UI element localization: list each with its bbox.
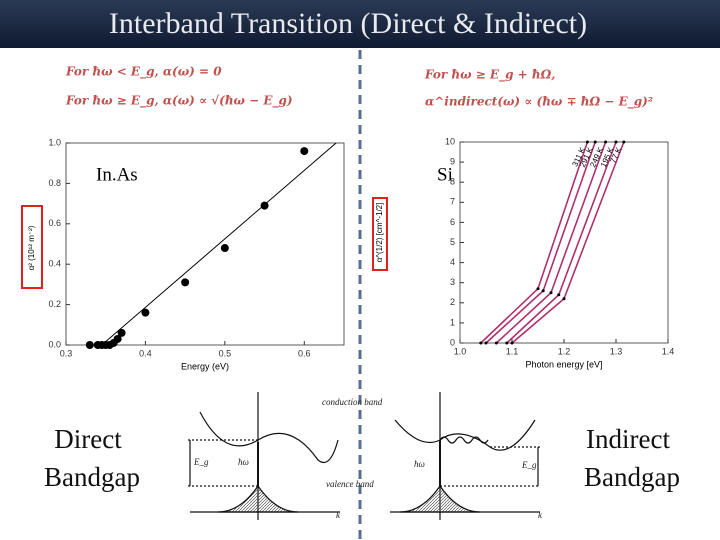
series-line bbox=[506, 141, 617, 344]
y-tick-label: 0 bbox=[450, 337, 455, 347]
data-point bbox=[117, 328, 126, 337]
data-point bbox=[260, 201, 269, 210]
data-point bbox=[541, 289, 545, 293]
plot-frame bbox=[65, 142, 345, 346]
data-point bbox=[622, 140, 626, 144]
header-bar bbox=[0, 0, 720, 48]
x-tick-label: 0.6 bbox=[298, 348, 311, 358]
y-tick-label: 6 bbox=[450, 217, 455, 227]
formula: For ħω ≥ E_g, α(ω) ∝ √(ħω − E_g) bbox=[65, 94, 293, 109]
diagram-label: E_g bbox=[193, 457, 209, 467]
y-tick-label: 7 bbox=[450, 197, 455, 207]
y-tick-label: 4 bbox=[450, 257, 455, 267]
diagram-label: ħω bbox=[414, 459, 425, 469]
data-point bbox=[300, 147, 309, 156]
data-point bbox=[479, 341, 483, 345]
plot-frame bbox=[459, 141, 669, 344]
material-label: In.As bbox=[96, 164, 138, 185]
y-axis-label: α^(1/2) [cm^-1/2] bbox=[375, 203, 384, 263]
diagram-label: ħω bbox=[238, 457, 249, 467]
data-point bbox=[549, 291, 553, 295]
diagram-label: k bbox=[538, 510, 543, 520]
y-tick-label: 2 bbox=[450, 297, 455, 307]
y-tick-label: 0.2 bbox=[48, 299, 61, 309]
formula: α^indirect(ω) ∝ (ħω ∓ ħΩ − E_g)² bbox=[425, 95, 653, 110]
data-point bbox=[494, 341, 498, 345]
diagram-label: conduction band bbox=[322, 397, 383, 407]
x-axis-label: Photon energy [eV] bbox=[525, 359, 602, 369]
data-point bbox=[557, 293, 561, 297]
trend-line bbox=[101, 142, 337, 346]
data-point bbox=[614, 140, 618, 144]
data-point bbox=[593, 140, 597, 144]
bandgap-label: Indirect bbox=[586, 424, 670, 454]
y-tick-label: 9 bbox=[450, 156, 455, 166]
data-point bbox=[141, 308, 150, 317]
highlight-box bbox=[21, 205, 43, 289]
y-tick-label: 10 bbox=[445, 136, 455, 146]
x-tick-label: 1.0 bbox=[454, 346, 467, 356]
x-tick-label: 1.1 bbox=[506, 346, 519, 356]
x-tick-label: 1.4 bbox=[662, 346, 675, 356]
diagram-label: E_g bbox=[521, 460, 537, 470]
band-diagram bbox=[188, 392, 540, 520]
y-tick-label: 0.0 bbox=[48, 339, 61, 349]
data-point bbox=[220, 244, 229, 253]
y-tick-label: 0.6 bbox=[48, 218, 61, 228]
bandgap-label: Bandgap bbox=[44, 462, 140, 492]
y-tick-label: 0.4 bbox=[48, 259, 61, 269]
data-point bbox=[181, 278, 190, 287]
y-tick-label: 1 bbox=[450, 317, 455, 327]
diagram-label: valence band bbox=[326, 479, 374, 489]
x-tick-label: 1.3 bbox=[610, 346, 623, 356]
y-tick-label: 3 bbox=[450, 277, 455, 287]
material-label: Si bbox=[437, 164, 453, 185]
data-point bbox=[604, 140, 608, 144]
bandgap-label: Direct bbox=[54, 424, 122, 454]
data-point bbox=[505, 341, 509, 345]
diagram-label: k bbox=[336, 510, 341, 520]
formula: For ħω ≥ E_g + ħΩ, bbox=[424, 68, 555, 83]
x-tick-label: 0.3 bbox=[60, 348, 73, 358]
bandgap-label: Bandgap bbox=[584, 462, 680, 492]
formula: For ħω < E_g, α(ω) = 0 bbox=[65, 65, 222, 80]
data-point bbox=[484, 341, 488, 345]
data-point bbox=[562, 297, 566, 301]
title: Interband Transition (Direct & Indirect) bbox=[109, 7, 587, 40]
data-point bbox=[113, 334, 122, 343]
highlight-box bbox=[372, 197, 388, 271]
y-axis-label: α² (10¹² m⁻²) bbox=[27, 225, 36, 270]
x-tick-label: 0.5 bbox=[219, 348, 232, 358]
series-line bbox=[480, 141, 589, 344]
data-point bbox=[585, 140, 589, 144]
y-tick-label: 5 bbox=[450, 237, 455, 247]
x-axis-label: Energy (eV) bbox=[181, 361, 229, 371]
x-tick-label: 0.4 bbox=[139, 348, 152, 358]
data-point bbox=[536, 287, 540, 291]
y-tick-label: 8 bbox=[450, 177, 455, 187]
data-point bbox=[510, 341, 514, 345]
data-point bbox=[85, 341, 94, 349]
x-tick-label: 1.2 bbox=[558, 346, 571, 356]
y-tick-label: 1.0 bbox=[48, 137, 61, 147]
y-tick-label: 0.8 bbox=[48, 178, 61, 188]
